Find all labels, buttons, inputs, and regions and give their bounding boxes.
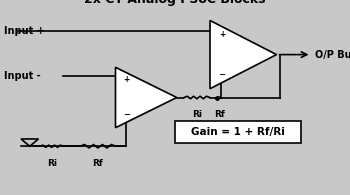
Text: Gain = 1 + Rf/Ri: Gain = 1 + Rf/Ri [191, 127, 285, 137]
Polygon shape [210, 20, 276, 89]
Text: +: + [124, 75, 130, 84]
Text: −: − [123, 111, 130, 120]
Text: +: + [219, 30, 225, 39]
Text: −: − [218, 70, 225, 79]
Text: Input -: Input - [4, 71, 40, 81]
Text: Ri: Ri [47, 159, 57, 168]
Text: 2x CT Analog PSoC Blocks: 2x CT Analog PSoC Blocks [84, 0, 266, 6]
Text: Ri: Ri [192, 110, 202, 119]
Text: O/P Bus: O/P Bus [315, 50, 350, 60]
Text: Input +: Input + [4, 26, 44, 36]
Polygon shape [116, 67, 177, 128]
Text: Rf: Rf [214, 110, 225, 119]
Text: Rf: Rf [92, 159, 103, 168]
FancyBboxPatch shape [175, 121, 301, 143]
